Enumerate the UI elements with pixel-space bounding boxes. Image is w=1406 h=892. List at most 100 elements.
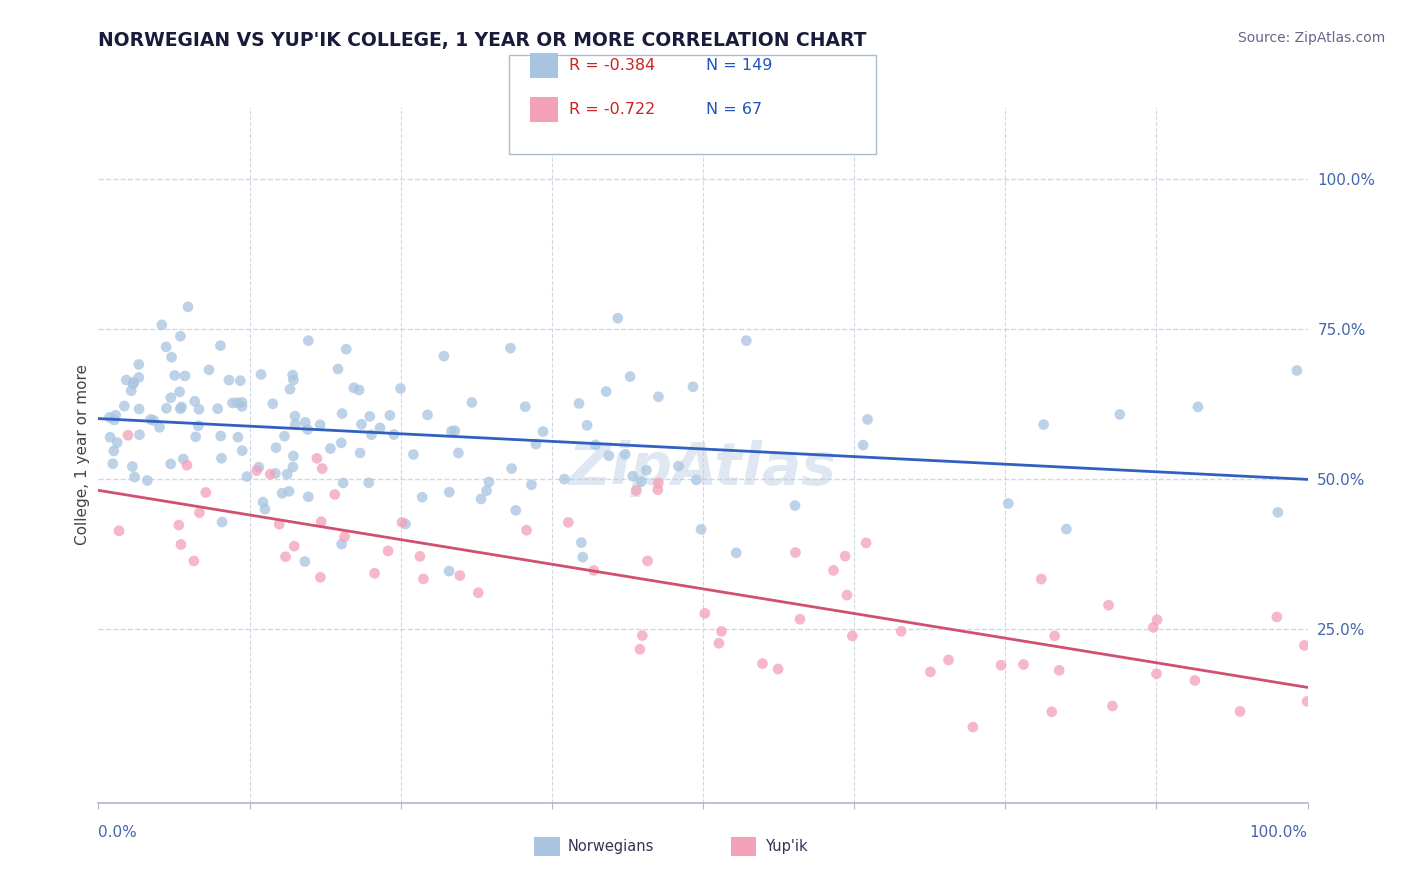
Point <box>207 401 229 416</box>
Point <box>647 483 669 497</box>
Point <box>103 444 125 458</box>
Point <box>621 469 644 483</box>
Point <box>276 467 298 482</box>
Point <box>582 564 605 578</box>
Point <box>148 420 170 434</box>
Point <box>1040 705 1063 719</box>
Point <box>553 472 575 486</box>
Point <box>920 665 942 679</box>
Point <box>349 446 371 460</box>
Point <box>363 566 385 581</box>
Point <box>281 368 304 382</box>
Point <box>505 503 527 517</box>
Point <box>1294 638 1316 652</box>
Point <box>294 555 316 569</box>
Point <box>440 424 463 438</box>
Point <box>382 427 405 442</box>
Point <box>294 415 316 429</box>
Point <box>690 523 713 537</box>
Point <box>411 490 433 504</box>
Point <box>259 467 281 482</box>
Point <box>568 396 591 410</box>
Point <box>284 409 307 423</box>
Point <box>834 549 856 563</box>
Point <box>176 458 198 473</box>
Point <box>1187 400 1209 414</box>
Point <box>335 343 357 357</box>
Point <box>273 429 295 443</box>
Point <box>283 449 305 463</box>
Point <box>359 409 381 424</box>
Point <box>606 311 628 326</box>
Point <box>1146 666 1168 681</box>
Point <box>211 451 233 466</box>
Point <box>409 549 432 564</box>
Point <box>264 467 287 481</box>
Point <box>576 418 599 433</box>
Point <box>630 475 652 489</box>
Point <box>269 517 291 532</box>
Point <box>997 496 1019 510</box>
Point <box>128 358 150 372</box>
Point <box>598 449 620 463</box>
Point <box>184 394 207 409</box>
Point <box>283 373 305 387</box>
Point <box>169 401 191 416</box>
Point <box>155 340 177 354</box>
Point <box>247 460 270 475</box>
Point <box>231 395 253 409</box>
Point <box>284 417 307 432</box>
Point <box>253 502 276 516</box>
Point <box>170 537 193 551</box>
Point <box>1031 572 1053 586</box>
Point <box>333 530 356 544</box>
Point <box>323 487 346 501</box>
Point <box>1101 699 1123 714</box>
Point <box>188 506 211 520</box>
Point <box>264 441 287 455</box>
Point <box>262 397 284 411</box>
Point <box>433 349 456 363</box>
Point <box>221 396 243 410</box>
Point <box>252 495 274 509</box>
Text: R = -0.384: R = -0.384 <box>569 58 655 72</box>
Point <box>391 516 413 530</box>
Point <box>470 491 492 506</box>
Point <box>628 642 651 657</box>
Point <box>122 375 145 389</box>
Point <box>120 384 142 398</box>
Point <box>710 624 733 639</box>
Point <box>766 662 789 676</box>
Point <box>139 412 162 426</box>
Point <box>412 572 434 586</box>
Point <box>962 720 984 734</box>
Point <box>637 554 659 568</box>
Point <box>841 629 863 643</box>
Point <box>520 477 543 491</box>
Point <box>167 518 190 533</box>
Point <box>631 628 654 642</box>
Point <box>115 373 138 387</box>
Point <box>368 421 391 435</box>
Point <box>187 418 209 433</box>
Point <box>209 429 232 443</box>
Point <box>515 523 537 537</box>
Point <box>150 318 173 332</box>
Point <box>236 469 259 483</box>
Point <box>108 524 131 538</box>
Point <box>1142 620 1164 634</box>
Point <box>101 457 124 471</box>
Point <box>309 570 332 584</box>
Point <box>124 470 146 484</box>
Point <box>121 459 143 474</box>
Text: 100.0%: 100.0% <box>1250 825 1308 840</box>
Point <box>461 395 484 409</box>
Point <box>271 486 294 500</box>
Point <box>1097 598 1119 612</box>
Point <box>122 376 145 391</box>
Point <box>636 463 658 477</box>
Point <box>569 535 592 549</box>
Point <box>357 475 380 490</box>
Point <box>112 399 135 413</box>
Point <box>169 329 191 343</box>
